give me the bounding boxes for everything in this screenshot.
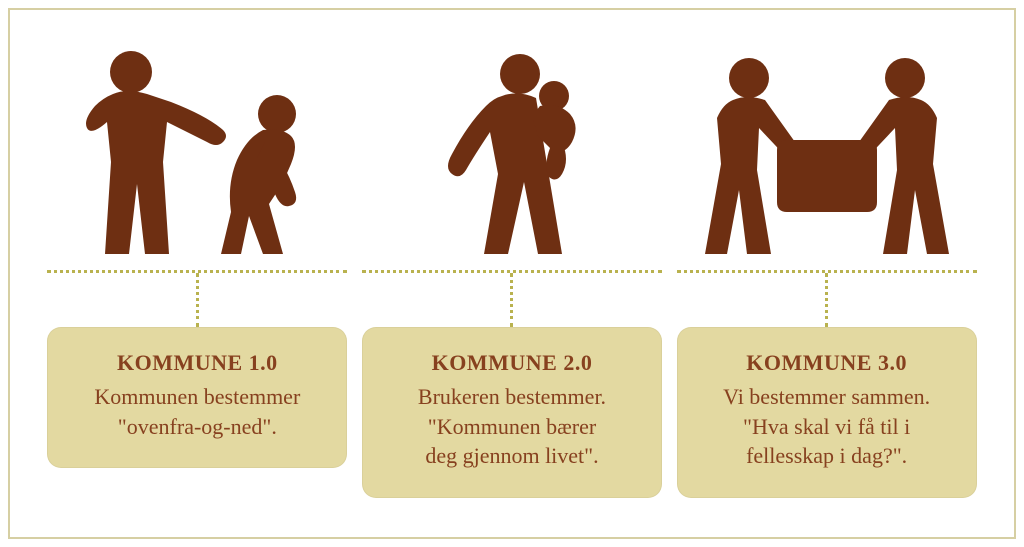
panel-line: Brukeren bestemmer. xyxy=(381,382,643,412)
panel-line: "Hva skal vi få til i xyxy=(696,412,958,442)
icon-area-3 xyxy=(677,30,977,270)
text-box-1: KOMMUNE 1.0 Kommunen bestemmer "ovenfra-… xyxy=(47,327,347,468)
text-box-3: KOMMUNE 3.0 Vi bestemmer sammen. "Hva sk… xyxy=(677,327,977,498)
vertical-connector xyxy=(196,273,199,327)
panel-line: deg gjennom livet". xyxy=(381,441,643,471)
icon-area-1 xyxy=(47,30,347,270)
panel-title: KOMMUNE 3.0 xyxy=(696,350,958,376)
vertical-connector xyxy=(825,273,828,327)
carrying-together-icon xyxy=(687,44,967,264)
panel-line: "ovenfra-og-ned". xyxy=(66,412,328,442)
panel-line: "Kommunen bærer xyxy=(381,412,643,442)
panel-line: Vi bestemmer sammen. xyxy=(696,382,958,412)
panel-kommune-3: KOMMUNE 3.0 Vi bestemmer sammen. "Hva sk… xyxy=(677,30,977,507)
panel-kommune-1: KOMMUNE 1.0 Kommunen bestemmer "ovenfra-… xyxy=(47,30,347,507)
text-box-2: KOMMUNE 2.0 Brukeren bestemmer. "Kommune… xyxy=(362,327,662,498)
panel-row: KOMMUNE 1.0 Kommunen bestemmer "ovenfra-… xyxy=(10,10,1014,537)
infographic-frame: KOMMUNE 1.0 Kommunen bestemmer "ovenfra-… xyxy=(8,8,1016,539)
pointing-and-bowing-icon xyxy=(67,44,327,264)
panel-title: KOMMUNE 2.0 xyxy=(381,350,643,376)
panel-line: fellesskap i dag?". xyxy=(696,441,958,471)
panel-title: KOMMUNE 1.0 xyxy=(66,350,328,376)
panel-kommune-2: KOMMUNE 2.0 Brukeren bestemmer. "Kommune… xyxy=(362,30,662,507)
icon-area-2 xyxy=(362,30,662,270)
panel-line: Kommunen bestemmer xyxy=(66,382,328,412)
vertical-connector xyxy=(510,273,513,327)
carrying-person-icon xyxy=(412,44,612,264)
